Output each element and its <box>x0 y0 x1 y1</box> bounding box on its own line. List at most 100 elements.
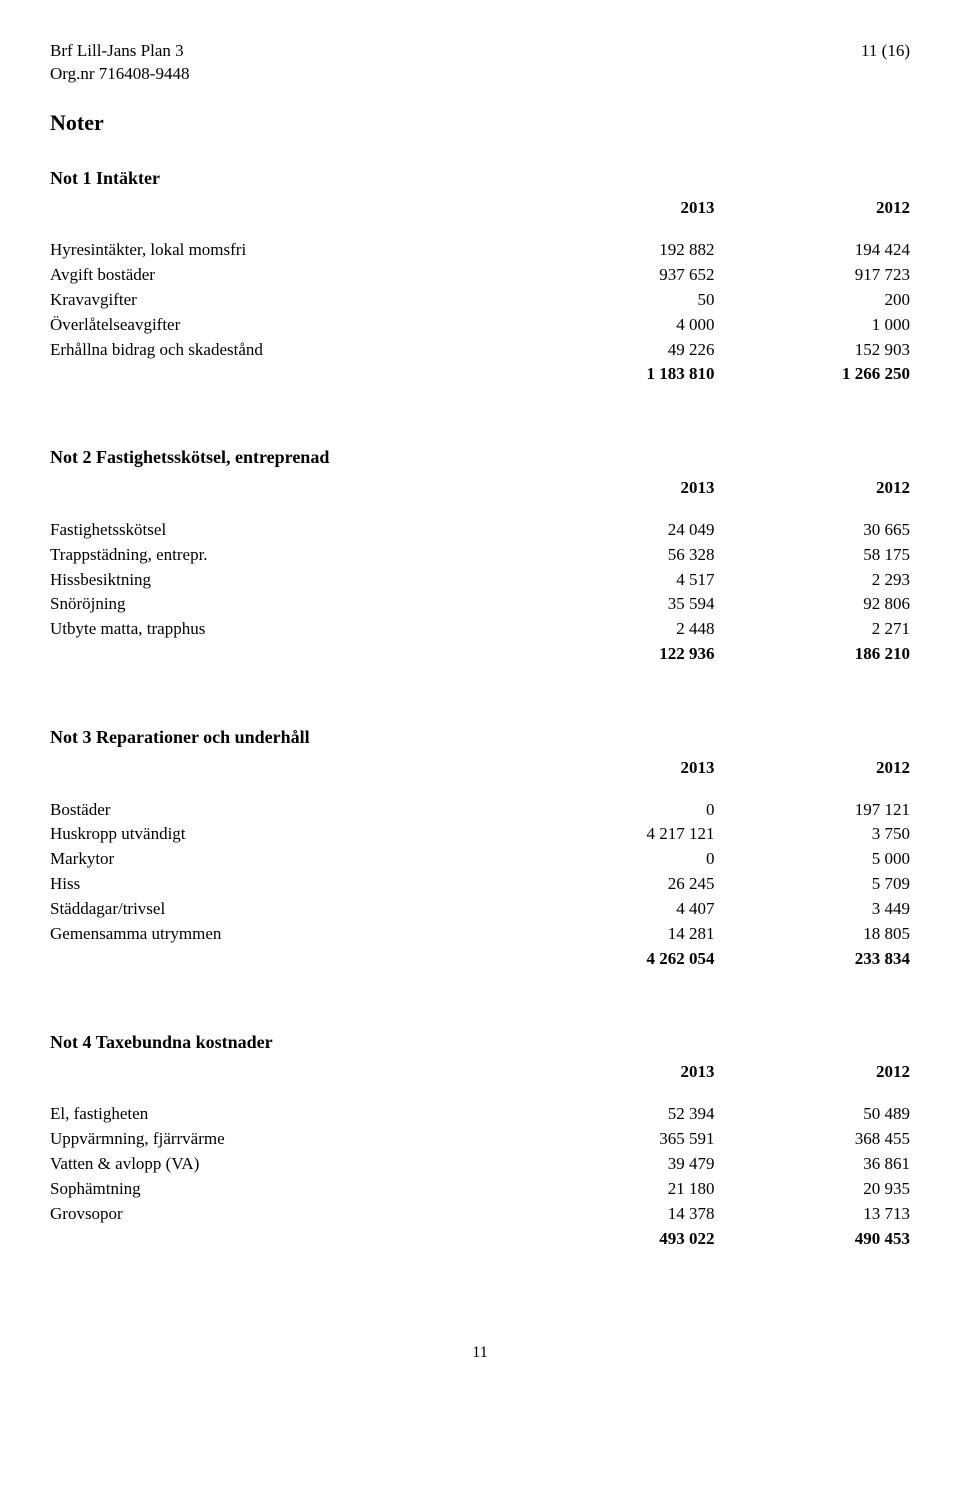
table-row: Kravavgifter50200 <box>50 288 910 313</box>
row-label: Utbyte matta, trapphus <box>50 617 527 642</box>
row-value-col1: 21 180 <box>527 1177 722 1202</box>
row-label: Kravavgifter <box>50 288 527 313</box>
table-header-year: 2012 <box>723 476 910 506</box>
total-value-col2: 233 834 <box>723 947 910 972</box>
row-value-col2: 152 903 <box>723 338 910 363</box>
total-value-col1: 122 936 <box>527 642 722 667</box>
table-header-year: 2013 <box>527 476 722 506</box>
row-value-col2: 13 713 <box>723 1202 910 1227</box>
table-row: Markytor05 000 <box>50 847 910 872</box>
row-label: Grovsopor <box>50 1202 527 1227</box>
total-label <box>50 1227 527 1252</box>
row-value-col1: 0 <box>527 798 722 823</box>
table-header-empty <box>50 756 527 786</box>
noter-heading: Noter <box>50 108 910 138</box>
row-value-col2: 3 750 <box>723 822 910 847</box>
footer-page-number: 11 <box>50 1342 910 1364</box>
row-value-col1: 39 479 <box>527 1152 722 1177</box>
row-value-col2: 5 000 <box>723 847 910 872</box>
table-total-row: 122 936186 210 <box>50 642 910 667</box>
section-title: Not 1 Intäkter <box>50 166 910 190</box>
section-title: Not 4 Taxebundna kostnader <box>50 1030 910 1054</box>
table-row: Trappstädning, entrepr.56 32858 175 <box>50 543 910 568</box>
table-header-year: 2013 <box>527 756 722 786</box>
row-label: Erhållna bidrag och skadestånd <box>50 338 527 363</box>
row-value-col1: 14 378 <box>527 1202 722 1227</box>
row-value-col1: 0 <box>527 847 722 872</box>
table-row: Avgift bostäder937 652917 723 <box>50 263 910 288</box>
section-title: Not 3 Reparationer och underhåll <box>50 725 910 749</box>
row-value-col1: 4 217 121 <box>527 822 722 847</box>
row-label: Hyresintäkter, lokal momsfri <box>50 238 527 263</box>
row-value-col2: 20 935 <box>723 1177 910 1202</box>
row-value-col1: 4 407 <box>527 897 722 922</box>
org-name: Brf Lill-Jans Plan 3 <box>50 40 184 63</box>
table-header-year: 2013 <box>527 1060 722 1090</box>
row-label: Överlåtelseavgifter <box>50 313 527 338</box>
row-label: Trappstädning, entrepr. <box>50 543 527 568</box>
table-row: Erhållna bidrag och skadestånd49 226152 … <box>50 338 910 363</box>
row-value-col2: 92 806 <box>723 592 910 617</box>
row-value-col1: 56 328 <box>527 543 722 568</box>
table-total-row: 4 262 054233 834 <box>50 947 910 972</box>
row-value-col2: 2 293 <box>723 568 910 593</box>
table-row: Utbyte matta, trapphus2 4482 271 <box>50 617 910 642</box>
row-value-col2: 1 000 <box>723 313 910 338</box>
table-header-empty <box>50 476 527 506</box>
total-value-col2: 186 210 <box>723 642 910 667</box>
row-value-col2: 200 <box>723 288 910 313</box>
table-header-year: 2013 <box>527 196 722 226</box>
table-row: Hiss26 2455 709 <box>50 872 910 897</box>
row-value-col1: 52 394 <box>527 1102 722 1127</box>
row-label: Hiss <box>50 872 527 897</box>
row-label: Uppvärmning, fjärrvärme <box>50 1127 527 1152</box>
total-label <box>50 642 527 667</box>
row-value-col2: 58 175 <box>723 543 910 568</box>
total-value-col2: 490 453 <box>723 1227 910 1252</box>
table-row: Grovsopor14 37813 713 <box>50 1202 910 1227</box>
table-row: Uppvärmning, fjärrvärme365 591368 455 <box>50 1127 910 1152</box>
table-total-row: 493 022490 453 <box>50 1227 910 1252</box>
financial-table: 20132012Fastighetsskötsel24 04930 665Tra… <box>50 476 910 668</box>
row-value-col2: 368 455 <box>723 1127 910 1152</box>
row-label: Fastighetsskötsel <box>50 518 527 543</box>
row-value-col1: 14 281 <box>527 922 722 947</box>
table-row: El, fastigheten52 39450 489 <box>50 1102 910 1127</box>
table-header-empty <box>50 1060 527 1090</box>
total-label <box>50 947 527 972</box>
row-value-col1: 2 448 <box>527 617 722 642</box>
table-row: Vatten & avlopp (VA)39 47936 861 <box>50 1152 910 1177</box>
row-value-col2: 194 424 <box>723 238 910 263</box>
total-value-col1: 4 262 054 <box>527 947 722 972</box>
total-value-col1: 1 183 810 <box>527 362 722 387</box>
row-label: Hissbesiktning <box>50 568 527 593</box>
row-value-col1: 26 245 <box>527 872 722 897</box>
table-header-empty <box>50 196 527 226</box>
table-row: Hissbesiktning4 5172 293 <box>50 568 910 593</box>
row-label: Städdagar/trivsel <box>50 897 527 922</box>
row-value-col1: 49 226 <box>527 338 722 363</box>
table-row: Överlåtelseavgifter4 0001 000 <box>50 313 910 338</box>
row-value-col2: 18 805 <box>723 922 910 947</box>
row-value-col2: 36 861 <box>723 1152 910 1177</box>
row-value-col2: 50 489 <box>723 1102 910 1127</box>
row-label: El, fastigheten <box>50 1102 527 1127</box>
row-label: Avgift bostäder <box>50 263 527 288</box>
row-value-col2: 3 449 <box>723 897 910 922</box>
row-value-col2: 5 709 <box>723 872 910 897</box>
total-value-col2: 1 266 250 <box>723 362 910 387</box>
row-value-col2: 917 723 <box>723 263 910 288</box>
table-row: Huskropp utvändigt4 217 1213 750 <box>50 822 910 847</box>
row-value-col2: 30 665 <box>723 518 910 543</box>
table-total-row: 1 183 8101 266 250 <box>50 362 910 387</box>
page-number-top: 11 (16) <box>861 40 910 63</box>
row-value-col1: 4 517 <box>527 568 722 593</box>
row-value-col1: 365 591 <box>527 1127 722 1152</box>
table-header-year: 2012 <box>723 1060 910 1090</box>
total-label <box>50 362 527 387</box>
row-value-col1: 4 000 <box>527 313 722 338</box>
table-row: Städdagar/trivsel4 4073 449 <box>50 897 910 922</box>
row-value-col1: 24 049 <box>527 518 722 543</box>
row-label: Gemensamma utrymmen <box>50 922 527 947</box>
financial-table: 20132012Bostäder0197 121Huskropp utvändi… <box>50 756 910 973</box>
